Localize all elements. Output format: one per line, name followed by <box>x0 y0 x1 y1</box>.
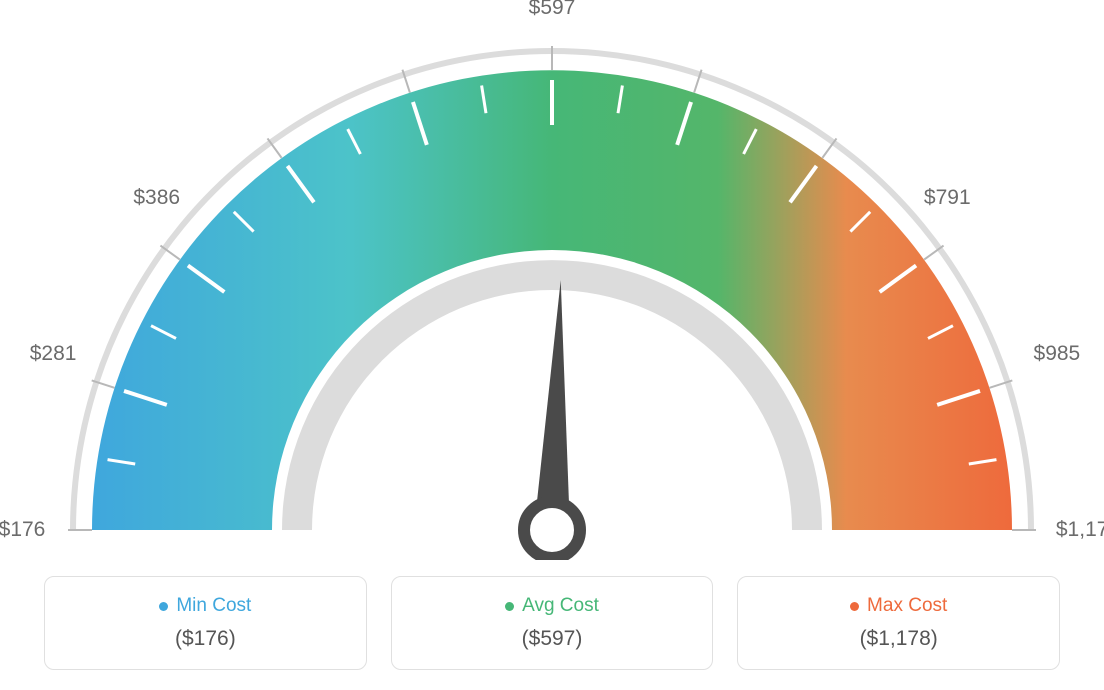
legend-row: Min Cost ($176) Avg Cost ($597) Max Cost… <box>0 576 1104 670</box>
legend-dot-avg <box>505 602 514 611</box>
legend-label-min: Min Cost <box>57 595 354 617</box>
gauge-svg <box>0 0 1104 560</box>
legend-card-max: Max Cost ($1,178) <box>737 576 1060 670</box>
gauge-tick-label: $985 <box>1034 342 1081 366</box>
legend-dot-max <box>850 602 859 611</box>
legend-label-max: Max Cost <box>750 595 1047 617</box>
legend-card-avg: Avg Cost ($597) <box>391 576 714 670</box>
legend-value-max: ($1,178) <box>750 627 1047 651</box>
legend-card-min: Min Cost ($176) <box>44 576 367 670</box>
gauge-tick-label: $597 <box>529 0 576 20</box>
legend-value-avg: ($597) <box>404 627 701 651</box>
gauge-tick-label: $386 <box>133 186 180 210</box>
legend-label-text-max: Max Cost <box>867 595 947 617</box>
legend-label-text-min: Min Cost <box>176 595 251 617</box>
legend-dot-min <box>159 602 168 611</box>
legend-label-avg: Avg Cost <box>404 595 701 617</box>
gauge-tick-label: $176 <box>0 518 45 542</box>
gauge-tick-label: $281 <box>30 342 77 366</box>
gauge-tick-label: $1,178 <box>1056 518 1104 542</box>
gauge-chart: $176 $281 $386 $597 $791 $985 $1,178 <box>0 0 1104 560</box>
legend-value-min: ($176) <box>57 627 354 651</box>
gauge-tick-label: $791 <box>924 186 971 210</box>
legend-label-text-avg: Avg Cost <box>522 595 599 617</box>
